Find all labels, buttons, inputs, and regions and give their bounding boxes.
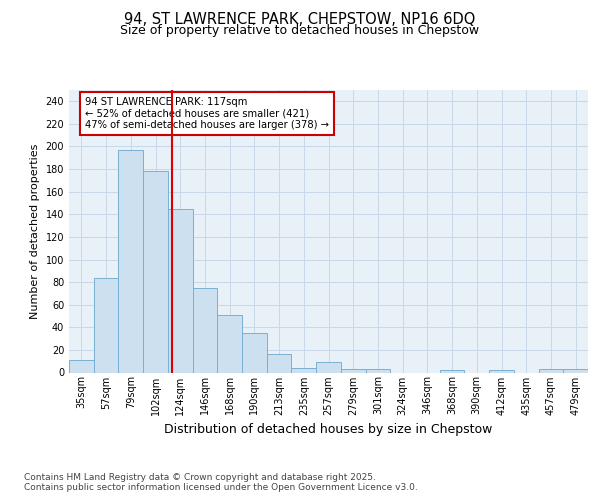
Bar xyxy=(217,315,242,372)
Bar xyxy=(292,368,316,372)
Bar xyxy=(242,333,267,372)
Bar xyxy=(365,369,390,372)
Bar xyxy=(440,370,464,372)
Bar xyxy=(94,278,118,372)
X-axis label: Distribution of detached houses by size in Chepstow: Distribution of detached houses by size … xyxy=(164,423,493,436)
Bar xyxy=(539,369,563,372)
Text: Contains HM Land Registry data © Crown copyright and database right 2025.
Contai: Contains HM Land Registry data © Crown c… xyxy=(24,472,418,492)
Text: 94, ST LAWRENCE PARK, CHEPSTOW, NP16 6DQ: 94, ST LAWRENCE PARK, CHEPSTOW, NP16 6DQ xyxy=(124,12,476,28)
Bar xyxy=(168,208,193,372)
Y-axis label: Number of detached properties: Number of detached properties xyxy=(30,144,40,319)
Bar xyxy=(69,360,94,372)
Bar xyxy=(118,150,143,372)
Bar xyxy=(489,370,514,372)
Bar xyxy=(341,369,365,372)
Text: 94 ST LAWRENCE PARK: 117sqm
← 52% of detached houses are smaller (421)
47% of se: 94 ST LAWRENCE PARK: 117sqm ← 52% of det… xyxy=(85,97,329,130)
Bar xyxy=(316,362,341,372)
Bar xyxy=(143,172,168,372)
Bar xyxy=(193,288,217,372)
Bar xyxy=(267,354,292,372)
Text: Size of property relative to detached houses in Chepstow: Size of property relative to detached ho… xyxy=(121,24,479,37)
Bar xyxy=(563,369,588,372)
